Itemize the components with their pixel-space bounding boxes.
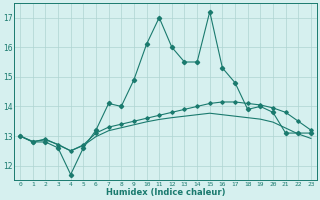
- X-axis label: Humidex (Indice chaleur): Humidex (Indice chaleur): [106, 188, 225, 197]
